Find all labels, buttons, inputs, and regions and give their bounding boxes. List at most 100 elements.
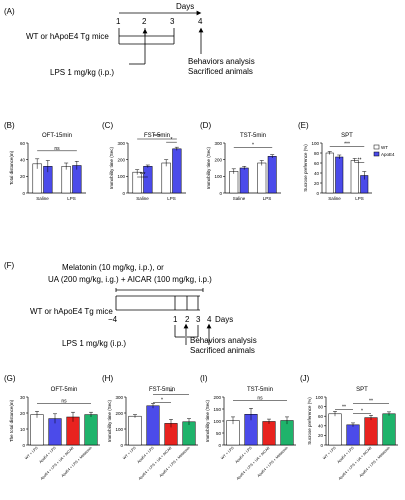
y-tick-label: 30 xyxy=(20,395,26,400)
days-label-f: Days xyxy=(215,315,233,324)
bar xyxy=(128,415,142,446)
mice-label: WT or hApoE4 Tg mice xyxy=(26,32,109,41)
x-tick-label: ApoE4 + LPS xyxy=(235,445,254,464)
y-axis-label: Total distance(m) xyxy=(9,150,14,185)
bar-wt xyxy=(350,160,359,194)
x-tick-label: ApoE4 + LPS + UA + AICAR xyxy=(138,446,173,481)
x-tick-label: ApoE4 + LPS + Melatonin xyxy=(257,446,289,478)
bar xyxy=(146,405,160,446)
chart-title: TST-5min xyxy=(240,133,266,139)
y-tick-label: 100 xyxy=(311,141,319,146)
y-tick-label: 200 xyxy=(117,157,125,162)
y-tick-label: 300 xyxy=(214,141,222,146)
y-axis-label: Sucrose preference (%) xyxy=(307,397,312,445)
bar xyxy=(182,421,196,446)
y-tick-label: 150 xyxy=(213,407,221,412)
y-tick-label: 100 xyxy=(214,174,222,179)
treatment-line-1: Melatonin (10 mg/kg, i.p.), or xyxy=(62,263,164,272)
y-tick-label: 20 xyxy=(314,181,320,186)
x-tick-label: ApoE4 + LPS + Melatonin xyxy=(61,446,93,478)
bar xyxy=(280,420,294,446)
panel-label: (B) xyxy=(4,121,15,130)
significance-label: ** xyxy=(342,404,346,410)
bar-wt xyxy=(257,162,267,194)
x-tick-label: WT + LPS xyxy=(220,445,235,460)
significance-label: *** xyxy=(344,142,350,148)
x-tick-label: LPS xyxy=(355,196,364,201)
treatment-line-2: UA (200 mg/kg, i.g.) + AICAR (100 mg/kg,… xyxy=(48,275,212,284)
y-tick-label: 0 xyxy=(22,443,25,448)
day-tick-2: 2 xyxy=(142,17,147,26)
panel-a-label: (A) xyxy=(4,7,15,16)
y-tick-label: 100 xyxy=(115,427,123,432)
bar xyxy=(30,414,44,446)
significance-label: ns xyxy=(61,398,67,404)
sacrifice-label-f: Sacrificed animals xyxy=(190,346,255,355)
chart-title: SPT xyxy=(356,387,368,393)
y-axis-label: Immobility time (Sec) xyxy=(109,147,114,190)
chart-title: TST-5min xyxy=(247,387,273,393)
bar xyxy=(346,424,360,446)
panel-label: (E) xyxy=(298,121,309,130)
significance-label: ns xyxy=(257,395,263,401)
x-tick-label: Saline xyxy=(36,196,49,201)
panel-f-timeline: (F) Melatonin (10 mg/kg, i.p.), or UA (2… xyxy=(4,261,257,355)
panel-label: (J) xyxy=(300,374,310,383)
y-tick-label: 40 xyxy=(20,157,26,162)
y-tick-label: 100 xyxy=(213,419,221,424)
behavior-label: Behaviors analysis xyxy=(188,57,255,66)
bar-wt xyxy=(61,166,71,194)
bar-apoe4 xyxy=(335,156,344,194)
y-tick-label: 300 xyxy=(117,141,125,146)
legend-label: ApoE4 xyxy=(381,152,395,157)
chart-title: OFT-5min xyxy=(51,387,78,393)
y-tick-label: 0 xyxy=(22,191,25,196)
lps-label: LPS 1 mg/kg (i.p.) xyxy=(50,68,114,77)
day-tick-m4: −4 xyxy=(108,315,118,324)
y-tick-label: 50 xyxy=(216,431,222,436)
x-tick-label: Saline xyxy=(328,196,341,201)
bar-apoe4 xyxy=(239,167,249,194)
x-tick-label: ApoE4 + LPS xyxy=(137,445,156,464)
x-tick-label: Saline xyxy=(136,196,149,201)
y-tick-label: 0 xyxy=(120,443,123,448)
chart-title: FST-5min xyxy=(144,133,170,139)
y-tick-label: 20 xyxy=(20,411,26,416)
y-axis-label: Sucrose preference (%) xyxy=(303,144,308,192)
day-tick-f3: 3 xyxy=(196,315,201,324)
y-tick-label: 60 xyxy=(318,414,324,419)
x-tick-label: ApoE4 + LPS + UA + AICAR xyxy=(338,446,373,481)
legend-swatch xyxy=(373,144,380,150)
bar-apoe4 xyxy=(267,156,277,194)
significance-label: *** xyxy=(140,172,146,178)
y-tick-label: 80 xyxy=(318,404,324,409)
bar-wt xyxy=(161,162,171,194)
y-tick-label: 100 xyxy=(117,174,125,179)
x-tick-label: WT + LPS xyxy=(24,445,39,460)
significance-label: ** xyxy=(358,158,362,164)
significance-label: **** xyxy=(153,134,161,140)
panel-label: (D) xyxy=(200,121,211,130)
y-tick-label: 0 xyxy=(219,191,222,196)
bar xyxy=(328,413,342,446)
significance-label: * xyxy=(252,143,254,149)
y-tick-label: 100 xyxy=(315,395,323,400)
significance-label: * xyxy=(361,408,363,414)
y-tick-label: 0 xyxy=(316,191,319,196)
chart-title: SPT xyxy=(341,133,353,139)
chart-title: FST-5min xyxy=(149,387,175,393)
chart-title: OFT-15min xyxy=(42,133,72,139)
panel-f-label: (F) xyxy=(4,261,15,270)
significance-label: ns xyxy=(54,146,60,152)
y-tick-label: 0 xyxy=(320,443,323,448)
x-tick-label: WT + LPS xyxy=(322,445,337,460)
y-tick-label: 20 xyxy=(20,174,26,179)
y-tick-label: 300 xyxy=(115,395,123,400)
panel-label: (I) xyxy=(200,374,208,383)
day-tick-1: 1 xyxy=(116,17,121,26)
y-tick-label: 0 xyxy=(218,443,221,448)
